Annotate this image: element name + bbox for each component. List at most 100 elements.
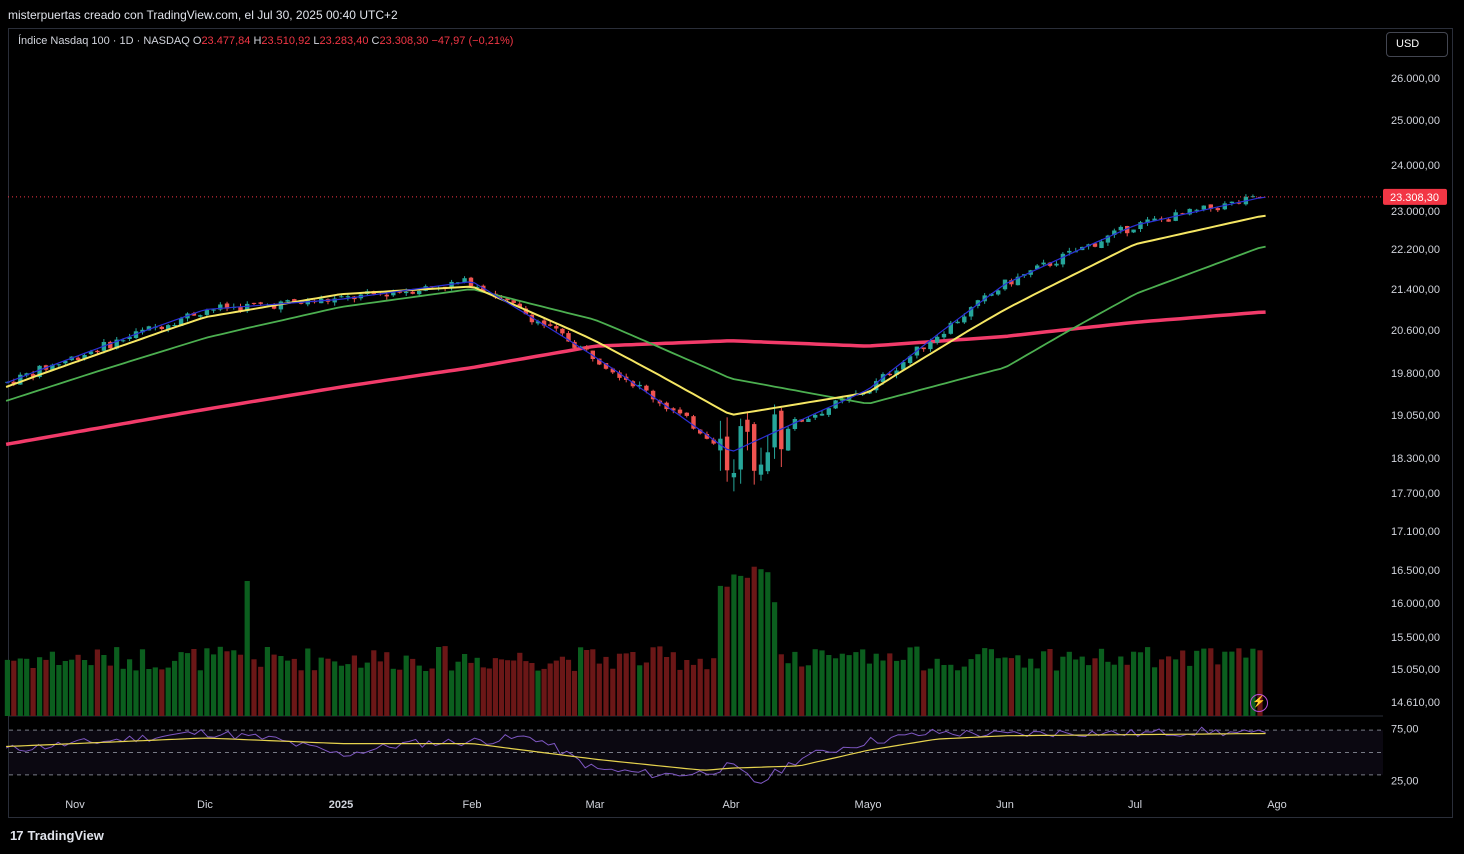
volume-bar <box>43 659 49 716</box>
candle-body <box>1009 280 1014 285</box>
volume-bar <box>17 658 23 716</box>
volume-bar <box>900 659 906 716</box>
volume-bar <box>94 649 100 716</box>
candle-body <box>819 413 825 416</box>
rsi-tick-label: 25,00 <box>1391 775 1419 787</box>
volume-bar <box>1257 650 1263 716</box>
volume-bar <box>133 670 139 716</box>
price-tick-label: 21.400,00 <box>1391 284 1440 296</box>
chart-credit: misterpuertas creado con TradingView.com… <box>8 8 398 22</box>
volume-bar <box>172 660 178 716</box>
volume-bar <box>684 660 690 716</box>
open-label: O <box>192 35 202 47</box>
price-tick-label: 19.800,00 <box>1391 368 1440 380</box>
time-tick-label: Dic <box>197 799 213 811</box>
candle-body <box>121 340 126 342</box>
volume-bar <box>371 650 377 716</box>
candle-body <box>1015 276 1021 286</box>
time-tick-label: Mayo <box>855 799 882 811</box>
volume-bar <box>529 663 535 716</box>
volume-bar <box>278 656 284 716</box>
volume-bar <box>819 650 825 716</box>
volume-bar <box>1180 650 1186 716</box>
candle-body <box>37 365 42 377</box>
rsi-ma-line <box>6 732 1266 771</box>
volume-bar <box>127 659 133 716</box>
candle-body <box>159 326 164 329</box>
volume-bar <box>833 658 839 716</box>
high-label: H <box>253 35 262 47</box>
candle-body <box>731 473 737 478</box>
volume-bar <box>325 658 331 716</box>
volume-bar <box>1041 651 1047 716</box>
volume-bar <box>139 649 146 716</box>
candle-body <box>88 351 94 355</box>
candle-body <box>1105 235 1111 243</box>
candle-body <box>1112 230 1117 235</box>
candle-body <box>410 291 415 294</box>
volume-bar <box>657 646 663 716</box>
volume-bar <box>429 668 435 716</box>
volume-bar <box>907 647 913 716</box>
low-label: L <box>313 35 320 47</box>
candle-body <box>711 439 716 444</box>
brand-name: TradingView <box>27 828 104 843</box>
candle-body <box>554 326 559 329</box>
lightning-icon[interactable]: ⚡ <box>1250 694 1268 712</box>
symbol-title[interactable]: Índice Nasdaq 100 · 1D · NASDAQ <box>18 35 190 47</box>
candle-body <box>511 300 516 303</box>
currency-button[interactable]: USD <box>1386 32 1448 57</box>
candle-body <box>332 298 337 303</box>
volume-bar <box>62 661 68 716</box>
volume-bar <box>146 669 152 716</box>
candle-body <box>391 292 396 296</box>
candle-body <box>50 364 55 371</box>
candle-body <box>18 374 23 385</box>
volume-bar <box>772 602 778 716</box>
volume-bar <box>462 654 468 716</box>
volume-bar <box>364 662 370 716</box>
volume-bar <box>184 653 191 716</box>
volume-bar <box>377 661 383 716</box>
volume-bar <box>559 656 565 716</box>
candle-body <box>677 409 683 414</box>
candle-body <box>218 304 223 310</box>
volume-bar <box>955 670 961 716</box>
candle-body <box>1125 226 1130 234</box>
candle-body <box>384 294 389 297</box>
candle-body <box>298 302 304 304</box>
candle-body <box>826 408 831 415</box>
candle-body <box>758 464 764 475</box>
volume-bar <box>535 670 541 716</box>
volume-group <box>4 566 1263 716</box>
candle-body <box>30 374 36 377</box>
volume-bar <box>934 658 940 716</box>
volume-bar <box>120 668 126 716</box>
volume-bar <box>812 649 818 716</box>
candle-body <box>127 337 132 339</box>
price-tick-label: 24.000,00 <box>1391 160 1440 172</box>
volume-bar <box>948 664 954 716</box>
candle-body <box>572 341 577 348</box>
volume-bar <box>486 668 492 716</box>
candle-body <box>1187 208 1192 215</box>
volume-bar <box>995 658 1001 716</box>
volume-bar <box>56 665 62 716</box>
candle-body <box>1138 222 1143 229</box>
volume-bar <box>866 663 872 716</box>
tradingview-brand[interactable]: 17 TradingView <box>10 828 104 843</box>
candle-body <box>1229 201 1235 203</box>
price-tick-label: 19.050,00 <box>1391 410 1440 422</box>
volume-bar <box>69 659 75 716</box>
volume-bar <box>670 652 676 716</box>
volume-bar <box>711 658 717 716</box>
candle-body <box>792 419 798 429</box>
volume-bar <box>968 659 974 716</box>
candle-body <box>56 364 62 366</box>
moving-average-ma_fast <box>5 196 1266 452</box>
volume-bar <box>584 650 590 716</box>
candle-body <box>617 372 622 378</box>
candle-body <box>684 412 689 416</box>
time-tick-label: Nov <box>65 799 85 811</box>
